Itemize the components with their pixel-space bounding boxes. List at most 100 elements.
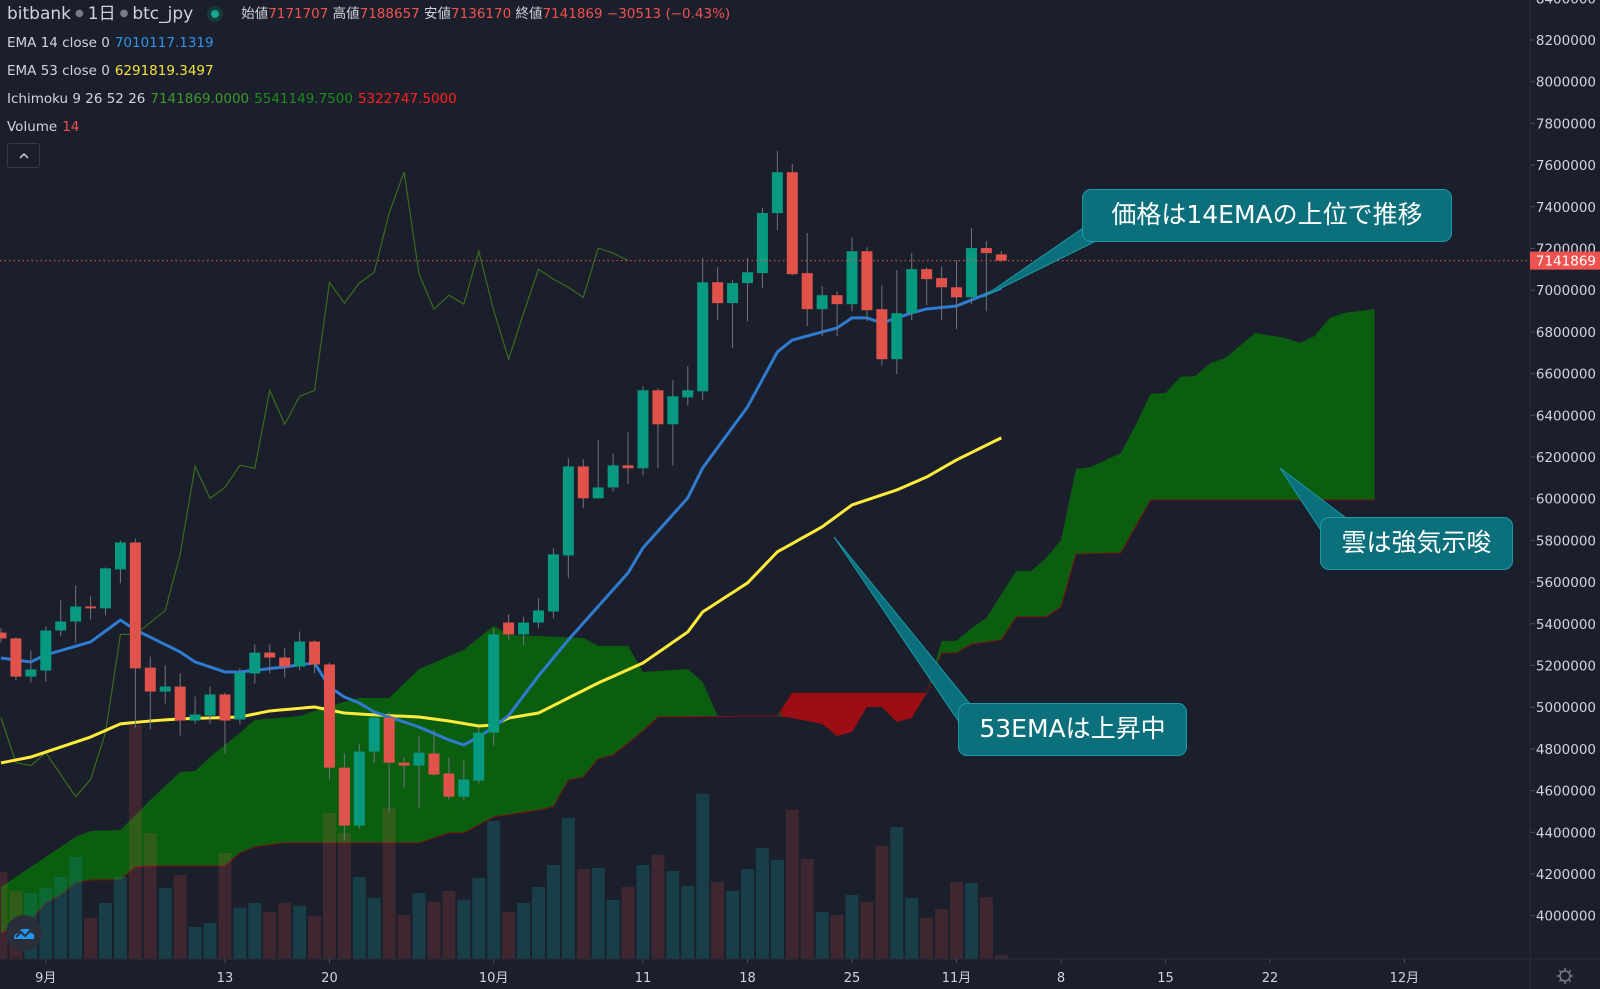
x-tick-label: 15 bbox=[1157, 971, 1174, 986]
separator-dot: ● bbox=[119, 8, 129, 19]
candle-body-down bbox=[831, 295, 843, 305]
exchange-name[interactable]: bitbank bbox=[7, 4, 72, 24]
symbol-name[interactable]: btc_jpy bbox=[132, 4, 194, 24]
volume-value: 14 bbox=[62, 119, 80, 135]
volume-bar bbox=[561, 817, 575, 959]
market-open-dot-icon bbox=[207, 6, 224, 22]
annotation-ema53-rising[interactable]: 53EMAは上昇中 bbox=[958, 703, 1187, 756]
volume-bar bbox=[203, 923, 217, 959]
candle bbox=[428, 729, 440, 776]
candle bbox=[204, 686, 216, 724]
y-tick-label: 8000000 bbox=[1536, 75, 1596, 91]
candle-body-up bbox=[70, 606, 82, 622]
volume-bar bbox=[845, 895, 859, 959]
volume-bar bbox=[397, 915, 411, 959]
candle-body-up bbox=[159, 686, 171, 692]
candle bbox=[697, 258, 709, 401]
ema14-value: 7010117.1319 bbox=[114, 35, 214, 51]
candle-body-up bbox=[607, 465, 619, 488]
candle bbox=[383, 711, 395, 813]
chevron-up-icon bbox=[18, 152, 29, 159]
candle-body-down bbox=[936, 278, 948, 288]
volume-bar bbox=[412, 893, 426, 959]
candle-body-up bbox=[25, 669, 37, 677]
high-value: 7188657 bbox=[359, 6, 420, 22]
candle-body-up bbox=[592, 487, 604, 499]
x-tick-label: 12月 bbox=[1390, 971, 1420, 986]
volume-bar bbox=[218, 853, 232, 959]
ohlc-values: 始値7171707 高値7188657 安値7136170 終値7141869 … bbox=[241, 4, 730, 24]
volume-bar bbox=[651, 855, 665, 959]
volume-bar bbox=[427, 901, 441, 959]
volume-bar bbox=[920, 917, 934, 959]
candle-body-down bbox=[652, 390, 664, 425]
candle bbox=[40, 626, 52, 682]
y-tick-label: 6800000 bbox=[1536, 325, 1596, 341]
ichimoku-lagging-value: 7141869.0000 bbox=[150, 91, 250, 107]
candle-body-up bbox=[906, 269, 918, 314]
volume-bar bbox=[621, 887, 635, 959]
interval[interactable]: 1日 bbox=[87, 4, 116, 24]
legend-volume[interactable]: Volume 14 bbox=[7, 118, 84, 136]
callout-tail-ema14 bbox=[982, 227, 1097, 298]
candle-body-up bbox=[473, 732, 485, 781]
x-tick-label: 20 bbox=[321, 971, 338, 986]
volume-bar bbox=[367, 897, 381, 959]
candle bbox=[234, 668, 246, 725]
volume-bar bbox=[128, 725, 142, 959]
candle-body-up bbox=[727, 283, 739, 304]
volume-bar bbox=[681, 885, 695, 959]
candle-body-down bbox=[383, 717, 395, 763]
volume-bar bbox=[442, 891, 456, 959]
cloud-chart-icon bbox=[14, 928, 35, 939]
ichimoku-label: Ichimoku 9 26 52 26 bbox=[7, 91, 146, 107]
candle bbox=[951, 260, 963, 330]
legend-ema53[interactable]: EMA 53 close 0 6291819.3497 bbox=[7, 62, 219, 80]
volume-bar bbox=[546, 865, 560, 959]
candle-body-up bbox=[637, 390, 649, 469]
candle bbox=[742, 258, 753, 322]
volume-bar bbox=[666, 871, 680, 959]
volume-bar bbox=[726, 891, 740, 959]
volume-bar bbox=[636, 865, 650, 959]
volume-bar bbox=[950, 881, 964, 959]
collapse-legend-button[interactable] bbox=[7, 143, 40, 168]
candle-body-down bbox=[398, 762, 410, 766]
y-tick-label: 4600000 bbox=[1536, 784, 1596, 800]
candle-body-up bbox=[114, 542, 126, 570]
legend-ichimoku[interactable]: Ichimoku 9 26 52 26 7141869.0000 5541149.7… bbox=[7, 90, 462, 108]
volume-bar bbox=[308, 915, 322, 959]
y-tick-label: 5200000 bbox=[1536, 659, 1596, 675]
last-price-label: 7141869 bbox=[1536, 254, 1596, 270]
low-label: 安値 bbox=[424, 6, 452, 22]
volume-bar bbox=[113, 877, 127, 959]
volume-bar bbox=[875, 845, 889, 959]
y-tick-label: 5400000 bbox=[1536, 617, 1596, 633]
candle-body-up bbox=[771, 172, 783, 214]
volume-bar bbox=[99, 903, 113, 959]
gear-icon[interactable] bbox=[1555, 966, 1575, 986]
annotation-cloud-bullish[interactable]: 雲は強気示唆 bbox=[1320, 517, 1513, 570]
y-tick-label: 8200000 bbox=[1536, 33, 1596, 49]
candle bbox=[980, 241, 992, 312]
volume-bar bbox=[755, 847, 769, 959]
candle bbox=[473, 727, 485, 784]
annotation-price-above-ema14[interactable]: 価格は14EMAの上位で推移 bbox=[1082, 189, 1452, 242]
candle-body-up bbox=[353, 751, 365, 826]
volume-bar bbox=[860, 901, 874, 959]
legend-ema14[interactable]: EMA 14 close 0 7010117.1319 bbox=[7, 34, 219, 52]
candle bbox=[294, 631, 306, 671]
y-tick-label: 4000000 bbox=[1536, 909, 1596, 925]
y-tick-label: 5800000 bbox=[1536, 533, 1596, 549]
volume-bar bbox=[158, 887, 172, 959]
volume-bar bbox=[531, 887, 545, 959]
candle bbox=[921, 267, 933, 306]
candle-body-down bbox=[264, 652, 276, 658]
candle bbox=[786, 164, 798, 276]
candle bbox=[592, 440, 604, 499]
candle bbox=[144, 656, 156, 730]
tradingview-logo[interactable] bbox=[6, 915, 42, 951]
candle-body-up bbox=[204, 694, 216, 716]
volume-bar bbox=[830, 915, 844, 959]
